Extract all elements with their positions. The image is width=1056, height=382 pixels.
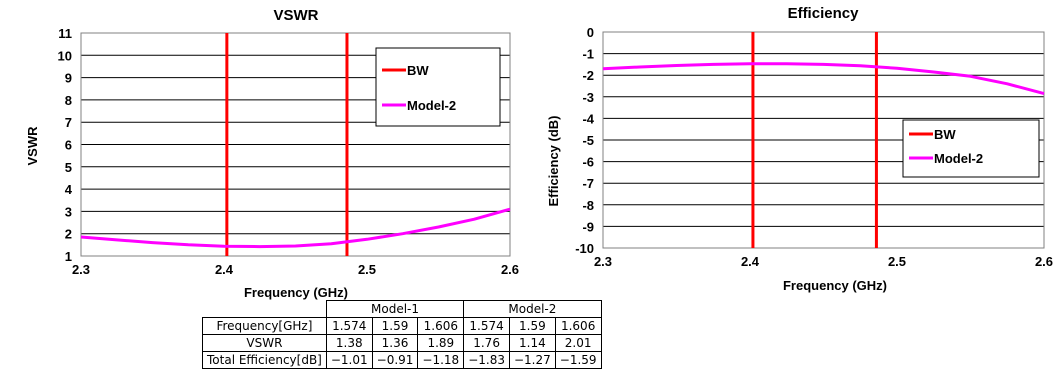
table-cell: −1.27	[509, 352, 555, 369]
table-row-label: Frequency[GHz]	[203, 318, 327, 335]
y-tick-label: 2	[65, 227, 72, 242]
legend-label: BW	[934, 127, 956, 142]
y-tick-label: -10	[575, 241, 594, 256]
y-tick-label: -9	[582, 219, 594, 234]
y-tick-label: 11	[58, 26, 72, 41]
y-tick-label: -3	[582, 90, 594, 105]
table-cell: 1.38	[326, 335, 372, 352]
x-tick-label: 2.3	[594, 254, 612, 269]
y-tick-label: 7	[65, 115, 72, 130]
table-cell: 1.574	[464, 318, 510, 335]
legend: BW Model-2	[903, 120, 1039, 177]
x-tick-label: 2.4	[741, 254, 760, 269]
y-tick-label: 5	[65, 160, 72, 175]
legend-label: BW	[407, 63, 429, 78]
x-tick-label: 2.4	[215, 262, 234, 277]
table-cell: 1.76	[464, 335, 510, 352]
table-cell: 1.59	[372, 318, 418, 335]
vswr-chart: VSWR 1 2 3 4 5 6 7 8 9 10 11 2.3 2.4 2.5 2.6 Frequency (…	[0, 0, 528, 300]
y-tick-label: 4	[65, 182, 73, 197]
y-tick-label: 1	[65, 249, 72, 264]
table-cell: 1.574	[326, 318, 372, 335]
table-corner-cell	[203, 301, 327, 318]
table-row-label: Total Efficiency[dB]	[203, 352, 327, 369]
y-tick-label: 6	[65, 138, 72, 153]
table-row-label: VSWR	[203, 335, 327, 352]
y-axis-label: Efficiency (dB)	[546, 115, 561, 206]
x-axis-label: Frequency (GHz)	[244, 285, 348, 300]
table-cell: −1.01	[326, 352, 372, 369]
series-line-model-2	[603, 64, 1044, 94]
table-cell: 1.59	[509, 318, 555, 335]
legend-label: Model-2	[934, 151, 983, 166]
legend-box	[903, 120, 1039, 177]
x-tick-label: 2.5	[888, 254, 906, 269]
table-cell: −0.91	[372, 352, 418, 369]
y-tick-label: -7	[582, 176, 594, 191]
table-cell: −1.18	[418, 352, 464, 369]
table-cell: −1.83	[464, 352, 510, 369]
x-tick-label: 2.6	[501, 262, 519, 277]
table-cell: −1.59	[555, 352, 601, 369]
spec-table: Model-1 Model-2 Frequency[GHz] 1.574 1.5…	[202, 300, 602, 369]
y-tick-label: 10	[58, 48, 72, 63]
table-cell: 1.606	[418, 318, 464, 335]
y-tick-label: -8	[582, 198, 594, 213]
legend: BW Model-2	[376, 48, 500, 126]
y-tick-label: -6	[582, 155, 594, 170]
x-tick-label: 2.6	[1035, 254, 1053, 269]
table-row: Frequency[GHz] 1.574 1.59 1.606 1.574 1.…	[203, 318, 602, 335]
table-group-header-row: Model-1 Model-2	[203, 301, 602, 318]
legend-box	[376, 48, 500, 126]
table-cell: 1.606	[555, 318, 601, 335]
y-tick-label: -1	[582, 47, 594, 62]
table-cell: 1.89	[418, 335, 464, 352]
table-group-header: Model-1	[326, 301, 463, 318]
table-cell: 2.01	[555, 335, 601, 352]
table-row: Total Efficiency[dB] −1.01 −0.91 −1.18 −…	[203, 352, 602, 369]
table-cell: 1.36	[372, 335, 418, 352]
x-tick-label: 2.5	[358, 262, 376, 277]
table-row: VSWR 1.38 1.36 1.89 1.76 1.14 2.01	[203, 335, 602, 352]
chart-title: Efficiency	[788, 5, 860, 22]
y-tick-label: 3	[65, 204, 72, 219]
chart-title: VSWR	[274, 7, 319, 24]
legend-label: Model-2	[407, 98, 456, 113]
series-line-model-2	[81, 209, 510, 246]
efficiency-chart: Efficiency 0 -1 -2 -3 -4 -5 -6 -7 -8 -9 -102.3 2.4 2.…	[528, 0, 1056, 300]
y-tick-label: 8	[65, 93, 72, 108]
y-tick-label: -4	[582, 111, 594, 126]
table-group-header: Model-2	[464, 301, 601, 318]
y-axis-label: VSWR	[25, 126, 40, 166]
y-tick-label: -5	[582, 133, 594, 148]
table-cell: 1.14	[509, 335, 555, 352]
y-tick-label: 9	[65, 71, 72, 86]
x-axis-label: Frequency (GHz)	[783, 278, 887, 293]
y-tick-label: 0	[587, 25, 594, 40]
x-tick-label: 2.3	[72, 262, 90, 277]
y-tick-label: -2	[582, 68, 594, 83]
